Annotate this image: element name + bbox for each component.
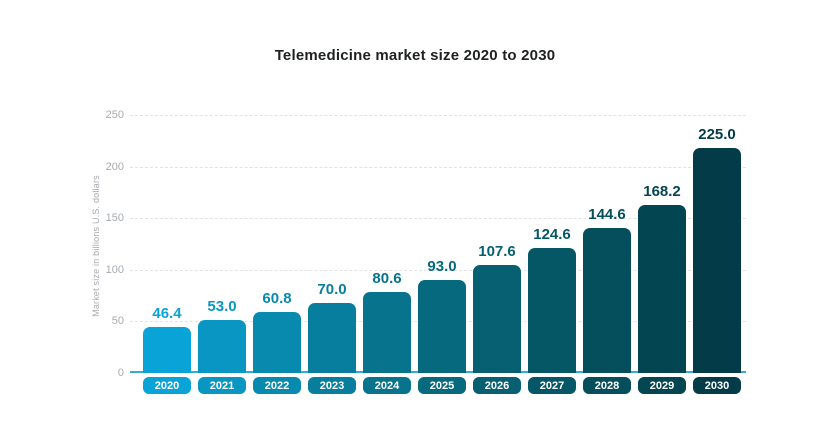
bar-column-2028: 144.6 [583, 206, 631, 373]
x-axis-label-2024: 2024 [363, 377, 411, 394]
x-axis-label-2025: 2025 [418, 377, 466, 394]
bar-column-2022: 60.8 [253, 290, 301, 373]
bar-2029 [638, 205, 686, 373]
bar-2026 [473, 265, 521, 373]
bar-2027 [528, 248, 576, 373]
bar-2021 [198, 320, 246, 373]
y-axis-label: Market size in billions U.S. dollars [91, 175, 101, 317]
gridline-100 [130, 269, 746, 271]
bar-2022 [253, 312, 301, 373]
x-axis-labels-row: 2020 2021 2022 2023 2024 2025 2026 2027 2028 2029… [143, 377, 741, 394]
bar-column-2026: 107.6 [473, 243, 521, 373]
bar-column-2023: 70.0 [308, 281, 356, 373]
bar-column-2020: 46.4 [143, 305, 191, 373]
bar-column-2029: 168.2 [638, 183, 686, 373]
bar-column-2025: 93.0 [418, 258, 466, 373]
bar-column-2030: 225.0 [693, 126, 741, 373]
bar-value-label-2024: 80.6 [372, 270, 402, 287]
bar-value-label-2030: 225.0 [698, 126, 736, 143]
bar-column-2027: 124.6 [528, 226, 576, 373]
x-axis-label-2028: 2028 [583, 377, 631, 394]
y-tick-label-0: 0 [117, 367, 124, 379]
bar-value-label-2027: 124.6 [533, 226, 571, 243]
bar-value-label-2020: 46.4 [152, 305, 182, 322]
y-tick-label-250: 250 [105, 109, 124, 121]
bar-2028 [583, 228, 631, 373]
chart-title: Telemedicine market size 2020 to 2030 [274, 47, 556, 64]
bar-value-label-2028: 144.6 [588, 206, 626, 223]
y-tick-label-100: 100 [105, 263, 124, 276]
x-axis-label-2020: 2020 [143, 377, 191, 394]
bar-2023 [308, 303, 356, 373]
x-axis-label-2023: 2023 [308, 377, 356, 394]
gridline-150 [130, 218, 746, 220]
x-axis-label-2029: 2029 [638, 377, 686, 394]
bar-2030 [693, 148, 741, 373]
bar-2024 [363, 292, 411, 373]
bar-2025 [418, 280, 466, 373]
bar-value-label-2023: 70.0 [317, 281, 347, 298]
bar-column-2024: 80.6 [363, 270, 411, 373]
bars-row: 46.4 53.0 60.8 70.0 80.6 93.0 107.6 124.6 144.6 1… [143, 115, 747, 373]
bar-value-label-2029: 168.2 [643, 183, 681, 200]
y-tick-label-50: 50 [111, 315, 124, 328]
gridline-200 [130, 166, 746, 168]
bar-value-label-2021: 53.0 [207, 298, 237, 315]
gridline-250 [130, 115, 746, 116]
bar-2020 [143, 327, 191, 373]
y-tick-label-150: 150 [105, 212, 124, 225]
x-axis-label-2030: 2030 [693, 377, 741, 394]
y-tick-label-200: 200 [105, 160, 124, 173]
bar-value-label-2026: 107.6 [478, 243, 516, 260]
bar-value-label-2022: 60.8 [262, 290, 292, 307]
bar-column-2021: 53.0 [198, 298, 246, 373]
x-axis-label-2021: 2021 [198, 377, 246, 394]
x-axis-label-2026: 2026 [473, 377, 521, 394]
x-axis-label-2022: 2022 [253, 377, 301, 394]
bar-value-label-2025: 93.0 [427, 258, 457, 275]
x-axis-label-2027: 2027 [528, 377, 576, 394]
